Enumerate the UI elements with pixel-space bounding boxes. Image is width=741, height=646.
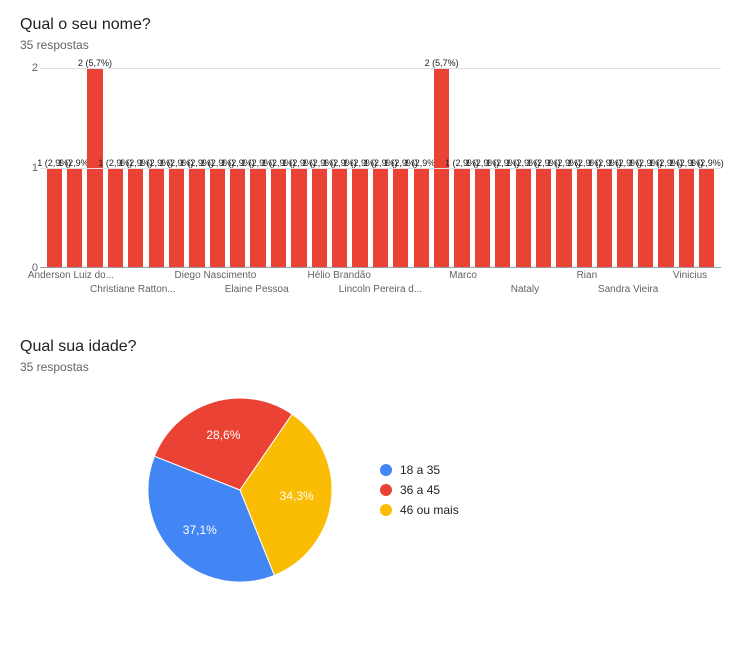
legend-label: 18 a 35 [400, 463, 440, 477]
bar [556, 168, 571, 268]
bar [189, 168, 204, 268]
bar [393, 168, 408, 268]
gridline [40, 168, 721, 169]
bar [332, 168, 347, 268]
pie-legend: 18 a 35 36 a 45 46 ou mais [380, 463, 459, 517]
x-axis-label: Anderson Luiz do... [28, 270, 114, 281]
x-axis-label: Christiane Ratton... [90, 284, 176, 295]
legend-swatch [380, 504, 392, 516]
bar [679, 168, 694, 268]
bar [414, 168, 429, 268]
bar [617, 168, 632, 268]
bar [597, 168, 612, 268]
bar [577, 168, 592, 268]
bar [67, 168, 82, 268]
y-axis: 012 [26, 68, 40, 268]
bar-value-label: 1 (2,9%) [690, 158, 724, 168]
bar [699, 168, 714, 268]
bar-value-label: 2 (5,7%) [425, 58, 459, 68]
x-axis-label: Sandra Vieira [598, 284, 658, 295]
bar [352, 168, 367, 268]
legend-label: 36 a 45 [400, 483, 440, 497]
pie-chart-section: Qual sua idade? 35 respostas 37,1%28,6%3… [20, 338, 721, 590]
x-axis-label: Vinicius [673, 270, 707, 281]
x-axis-label: Diego Nascimento [175, 270, 257, 281]
bar [638, 168, 653, 268]
bar [149, 168, 164, 268]
bar [495, 168, 510, 268]
bar-chart-section: Qual o seu nome? 35 respostas 012 1 (2,9… [20, 16, 721, 298]
bar [658, 168, 673, 268]
legend-swatch [380, 484, 392, 496]
bar [47, 168, 62, 268]
bar-chart-title: Qual o seu nome? [20, 16, 721, 34]
bar [210, 168, 225, 268]
pie-svg [140, 390, 340, 590]
legend-item: 46 ou mais [380, 503, 459, 517]
x-axis-label: Elaine Pessoa [225, 284, 289, 295]
gridline [40, 68, 721, 69]
bar [373, 168, 388, 268]
bar-chart-responses: 35 respostas [20, 38, 721, 52]
bar [169, 168, 184, 268]
x-axis-label: Hélio Brandão [308, 270, 371, 281]
bar [128, 168, 143, 268]
bar-value-label: 2 (5,7%) [78, 58, 112, 68]
x-axis-label: Rian [577, 270, 598, 281]
legend-item: 36 a 45 [380, 483, 459, 497]
pie-chart-title: Qual sua idade? [20, 338, 721, 356]
pie-chart: 37,1%28,6%34,3% [140, 390, 340, 590]
bar [312, 168, 327, 268]
bar-plot: 1 (2,9%)1 (2,9%)2 (5,7%)1 (2,9%)1 (2,9%)… [40, 68, 721, 268]
bar [475, 168, 490, 268]
x-axis-label: Lincoln Pereira d... [339, 284, 422, 295]
legend-swatch [380, 464, 392, 476]
pie-chart-row: 37,1%28,6%34,3% 18 a 35 36 a 45 46 ou mais [140, 390, 721, 590]
bar [454, 168, 469, 268]
legend-label: 46 ou mais [400, 503, 459, 517]
x-axis-labels: Anderson Luiz do...Christiane Ratton...D… [40, 270, 721, 298]
x-axis-label: Nataly [511, 284, 539, 295]
x-axis-label: Marco [449, 270, 477, 281]
bar [108, 168, 123, 268]
bar-chart: 012 1 (2,9%)1 (2,9%)2 (5,7%)1 (2,9%)1 (2… [40, 68, 721, 298]
bar [230, 168, 245, 268]
bar [271, 168, 286, 268]
bar [250, 168, 265, 268]
legend-item: 18 a 35 [380, 463, 459, 477]
pie-chart-responses: 35 respostas [20, 360, 721, 374]
bar [291, 168, 306, 268]
y-tick: 2 [32, 62, 38, 74]
bar [536, 168, 551, 268]
bar [516, 168, 531, 268]
